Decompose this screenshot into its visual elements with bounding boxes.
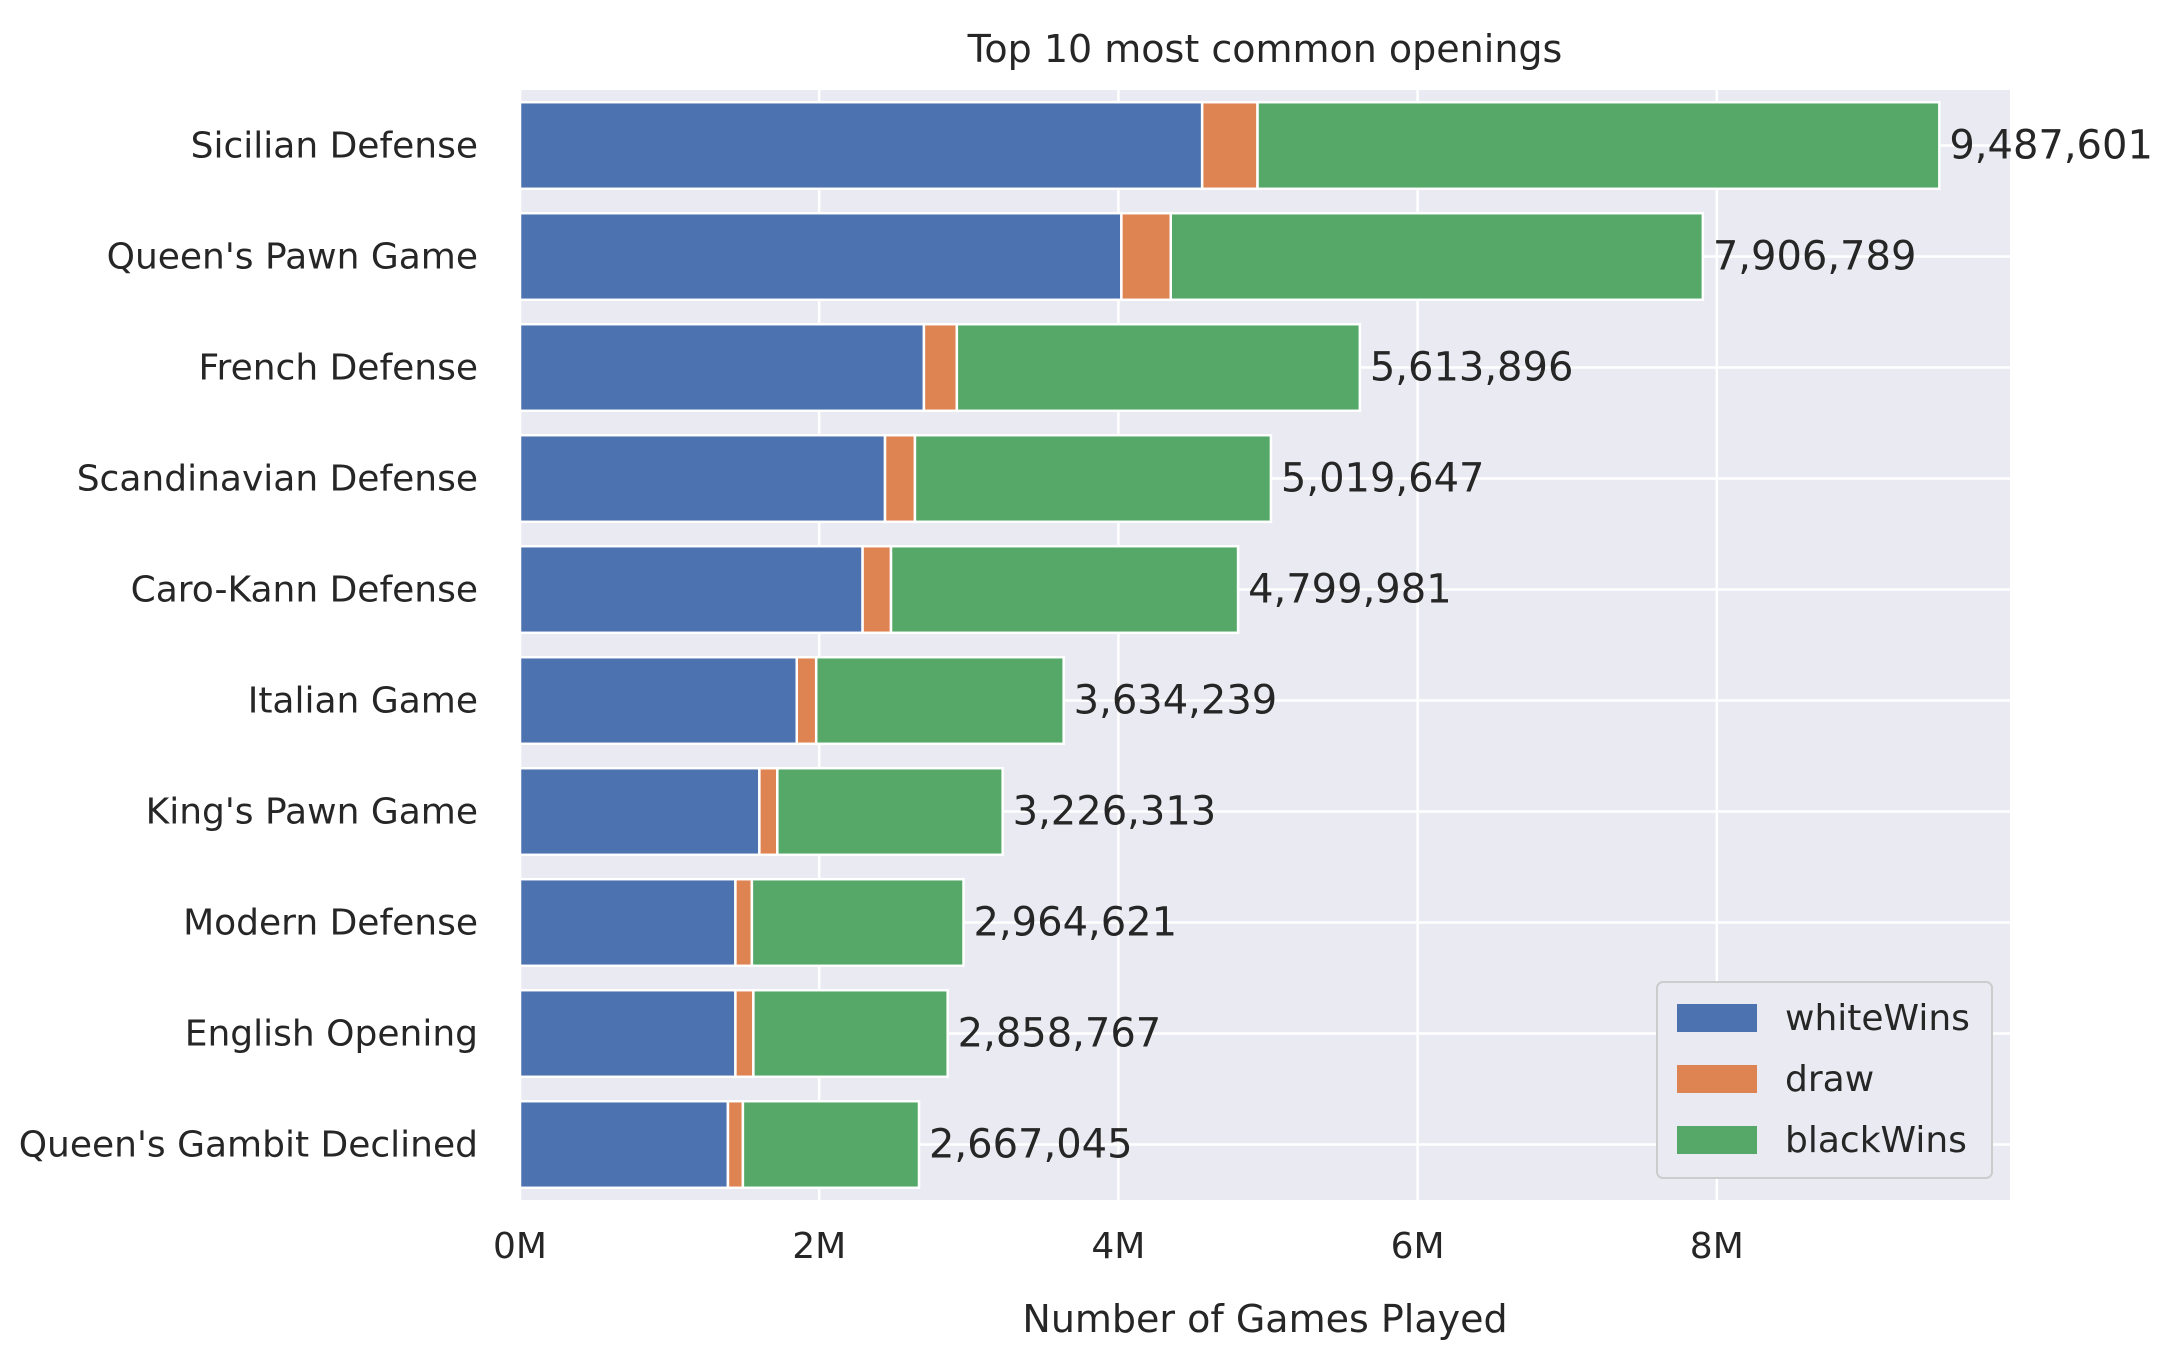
bar-total-label: 3,634,239 bbox=[1074, 678, 1278, 724]
bar-total-label: 5,613,896 bbox=[1370, 345, 1574, 391]
bar-segment-draw bbox=[861, 544, 893, 635]
bar-segment-draw bbox=[758, 766, 779, 857]
x-tick-label: 8M bbox=[1690, 1226, 1744, 1267]
bar-total-label: 2,964,621 bbox=[974, 900, 1178, 946]
y-tick-label: Queen's Pawn Game bbox=[107, 237, 478, 278]
bar-segment-draw bbox=[726, 1099, 745, 1190]
y-tick-label: English Opening bbox=[185, 1014, 478, 1055]
bar-segment-blackWins bbox=[776, 766, 1004, 857]
chart-title: Top 10 most common openings bbox=[967, 27, 1563, 71]
bar-segment-blackWins bbox=[889, 544, 1240, 635]
legend: whiteWins draw blackWins bbox=[1656, 981, 1993, 1179]
bar-segment-whiteWins bbox=[518, 211, 1123, 302]
y-tick-label: Caro-Kann Defense bbox=[131, 570, 478, 611]
bar-segment-blackWins bbox=[1256, 100, 1941, 191]
bar-total-label: 9,487,601 bbox=[1949, 123, 2153, 169]
bar-segment-whiteWins bbox=[518, 877, 737, 968]
x-tick-label: 4M bbox=[1091, 1226, 1145, 1267]
legend-swatch-whiteWins bbox=[1677, 1004, 1757, 1032]
bar-segment-blackWins bbox=[913, 433, 1273, 524]
y-tick-label: Scandinavian Defense bbox=[77, 459, 478, 500]
bar-segment-blackWins bbox=[752, 988, 949, 1079]
bars bbox=[518, 100, 1941, 1190]
legend-swatch-blackWins bbox=[1677, 1126, 1757, 1154]
bar-total-label: 5,019,647 bbox=[1281, 456, 1485, 502]
y-tick-label: French Defense bbox=[198, 348, 478, 389]
bar-segment-whiteWins bbox=[518, 322, 926, 413]
legend-swatch-draw bbox=[1677, 1065, 1757, 1093]
bar-total-label: 4,799,981 bbox=[1248, 567, 1452, 613]
x-tick-labels: 0M 2M 4M 6M 8M bbox=[493, 1226, 1744, 1267]
bar-segment-draw bbox=[1120, 211, 1173, 302]
bar-segment-draw bbox=[922, 322, 959, 413]
y-tick-label: King's Pawn Game bbox=[146, 792, 478, 833]
bar-segment-draw bbox=[883, 433, 917, 524]
bar-segment-draw bbox=[795, 655, 818, 746]
x-tick-label: 2M bbox=[792, 1226, 846, 1267]
total-labels: 9,487,601 7,906,789 5,613,896 5,019,647 4,79… bbox=[929, 123, 2153, 1168]
bar-segment-blackWins bbox=[750, 877, 965, 968]
y-tick-label: Sicilian Defense bbox=[191, 126, 478, 167]
bar-segment-draw bbox=[1200, 100, 1259, 191]
bar-segment-whiteWins bbox=[518, 988, 737, 1079]
bar-segment-draw bbox=[734, 988, 755, 1079]
bar-segment-whiteWins bbox=[518, 433, 887, 524]
bar-segment-blackWins bbox=[814, 655, 1065, 746]
y-tick-labels: Sicilian Defense Queen's Pawn Game French … bbox=[19, 126, 478, 1166]
bar-segment-whiteWins bbox=[518, 100, 1204, 191]
x-tick-label: 6M bbox=[1391, 1226, 1445, 1267]
bar-segment-whiteWins bbox=[518, 766, 761, 857]
bar-segment-draw bbox=[734, 877, 754, 968]
y-tick-label: Modern Defense bbox=[183, 903, 478, 944]
y-tick-label: Queen's Gambit Declined bbox=[19, 1125, 478, 1166]
bar-segment-blackWins bbox=[1169, 211, 1705, 302]
x-axis-label: Number of Games Played bbox=[1022, 1297, 1507, 1341]
legend-label-blackWins: blackWins bbox=[1785, 1120, 1967, 1161]
bar-segment-blackWins bbox=[955, 322, 1362, 413]
bar-segment-whiteWins bbox=[518, 1099, 730, 1190]
y-tick-label: Italian Game bbox=[248, 681, 478, 722]
bar-segment-blackWins bbox=[741, 1099, 921, 1190]
bar-segment-whiteWins bbox=[518, 544, 864, 635]
bar-total-label: 3,226,313 bbox=[1013, 789, 1217, 835]
bar-total-label: 2,858,767 bbox=[958, 1011, 1162, 1057]
x-tick-label: 0M bbox=[493, 1226, 547, 1267]
bar-total-label: 2,667,045 bbox=[929, 1122, 1133, 1168]
legend-label-draw: draw bbox=[1785, 1059, 1874, 1100]
legend-label-whiteWins: whiteWins bbox=[1785, 998, 1970, 1039]
bar-segment-whiteWins bbox=[518, 655, 799, 746]
bar-total-label: 7,906,789 bbox=[1713, 234, 1917, 280]
